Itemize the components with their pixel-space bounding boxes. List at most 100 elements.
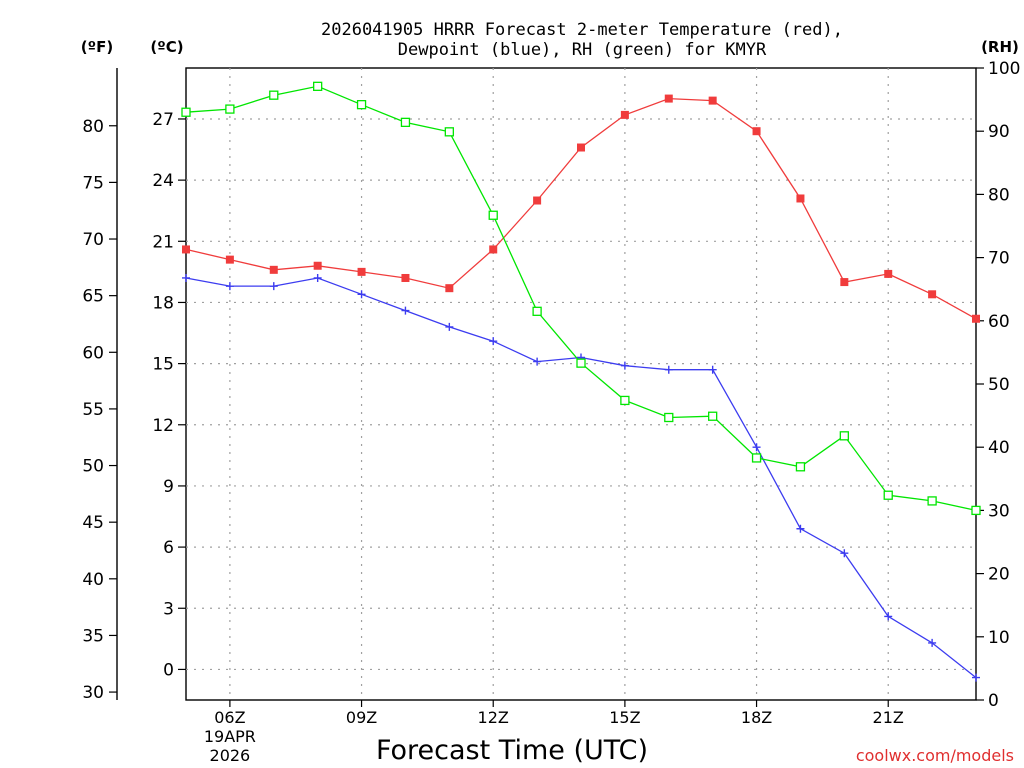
rh-axis-label: (RH) (981, 38, 1019, 56)
temperature-point (972, 314, 980, 323)
temperature-point (620, 110, 629, 119)
dewpoint-point (533, 357, 542, 366)
rh-point (927, 496, 937, 506)
chart-title-line1: 2026041905 HRRR Forecast 2-meter Tempera… (321, 20, 843, 40)
dewpoint-point (664, 365, 673, 374)
temperature-point (884, 269, 893, 278)
x-axis-title: Forecast Time (UTC) (376, 735, 648, 766)
temperature-point (313, 261, 322, 270)
x-tick-label: 06Z (214, 708, 245, 727)
plot-frame (185, 67, 977, 701)
rh-tick-label: 20 (988, 565, 1010, 585)
fahrenheit-tick-label: 75 (82, 173, 104, 193)
celsius-tick-label: 0 (163, 660, 174, 680)
fahrenheit-tick-label: 65 (82, 287, 104, 307)
fahrenheit-tick-label: 60 (82, 343, 104, 363)
temperature-point (708, 96, 717, 105)
temperature-point (533, 196, 542, 205)
temperature-point (664, 94, 673, 103)
rh-tick-label: 30 (988, 501, 1010, 521)
temperature-point (445, 284, 454, 293)
temperature-point (928, 290, 937, 299)
temperature-point (225, 255, 234, 264)
watermark: coolwx.com/models (856, 746, 1014, 765)
dewpoint-point (357, 290, 366, 299)
temperature-point (357, 267, 366, 276)
fahrenheit-tick-label: 55 (82, 400, 104, 420)
dewpoint-line (185, 277, 977, 679)
celsius-tick-label: 21 (152, 232, 174, 252)
dewpoint-point (708, 365, 717, 374)
fahrenheit-axis-label: (ºF) (81, 38, 113, 56)
fahrenheit-tick-label: 40 (82, 570, 104, 590)
dewpoint-point (182, 273, 190, 282)
rh-tick-label: 100 (988, 59, 1020, 79)
rh-point (620, 395, 630, 406)
rh-point (269, 90, 279, 100)
x-year-label: 2026 (210, 746, 251, 765)
rh-point (181, 107, 191, 117)
celsius-tick-label: 18 (152, 293, 174, 313)
x-tick-label: 12Z (478, 708, 509, 727)
dewpoint-point (972, 673, 980, 682)
temperature-point (182, 245, 190, 254)
x-date-label: 19APR (204, 727, 256, 746)
dewpoint-point (840, 549, 849, 558)
dewpoint-point (269, 282, 278, 291)
rh-point (225, 104, 235, 114)
dewpoint-point (884, 612, 893, 621)
grid-lines (186, 68, 976, 700)
dewpoint-point (445, 322, 454, 331)
rh-point (532, 306, 542, 316)
rh-tick-label: 70 (988, 249, 1010, 269)
rh-point (883, 490, 893, 500)
dewpoint-point (401, 306, 410, 315)
rh-tick-label: 10 (988, 628, 1010, 648)
temperature-line (185, 97, 977, 320)
rh-point (664, 412, 674, 423)
temperature-point (401, 273, 410, 282)
temperature-point (269, 265, 278, 274)
celsius-axis-label: (ºC) (150, 38, 183, 56)
dewpoint-point (225, 282, 234, 291)
celsius-tick-label: 3 (163, 599, 174, 619)
dewpoint-point (928, 638, 937, 647)
fahrenheit-tick-label: 45 (82, 513, 104, 533)
rh-point (708, 411, 718, 421)
fahrenheit-tick-label: 70 (82, 230, 104, 250)
x-tick-label: 18Z (741, 708, 772, 727)
rh-point (400, 117, 411, 128)
fahrenheit-tick-label: 50 (82, 457, 104, 477)
rh-tick-label: 40 (988, 438, 1010, 458)
celsius-tick-label: 24 (152, 171, 174, 191)
rh-point (356, 100, 367, 110)
data-series (181, 81, 981, 682)
celsius-tick-label: 27 (152, 110, 174, 130)
dewpoint-point (752, 443, 761, 452)
x-tick-label: 09Z (346, 708, 377, 727)
temperature-point (796, 194, 805, 203)
rh-tick-label: 0 (988, 691, 999, 711)
celsius-tick-label: 6 (163, 538, 174, 558)
x-tick-label: 21Z (873, 708, 904, 727)
fahrenheit-tick-label: 35 (82, 626, 104, 646)
dewpoint-point (489, 337, 498, 346)
rh-point (444, 127, 454, 137)
temperature-point (489, 245, 498, 254)
dewpoint-point (620, 361, 629, 370)
x-tick-label: 15Z (609, 708, 640, 727)
rh-point (576, 358, 586, 368)
rh-point (839, 431, 849, 441)
dewpoint-point (313, 273, 322, 282)
rh-tick-label: 90 (988, 122, 1010, 142)
rh-point (795, 462, 806, 472)
rh-tick-label: 50 (988, 375, 1010, 395)
fahrenheit-tick-label: 80 (82, 117, 104, 137)
temperature-point (752, 127, 761, 136)
temperature-point (840, 278, 849, 287)
temperature-point (577, 143, 585, 152)
celsius-tick-label: 9 (163, 477, 174, 497)
dewpoint-point (796, 524, 805, 533)
